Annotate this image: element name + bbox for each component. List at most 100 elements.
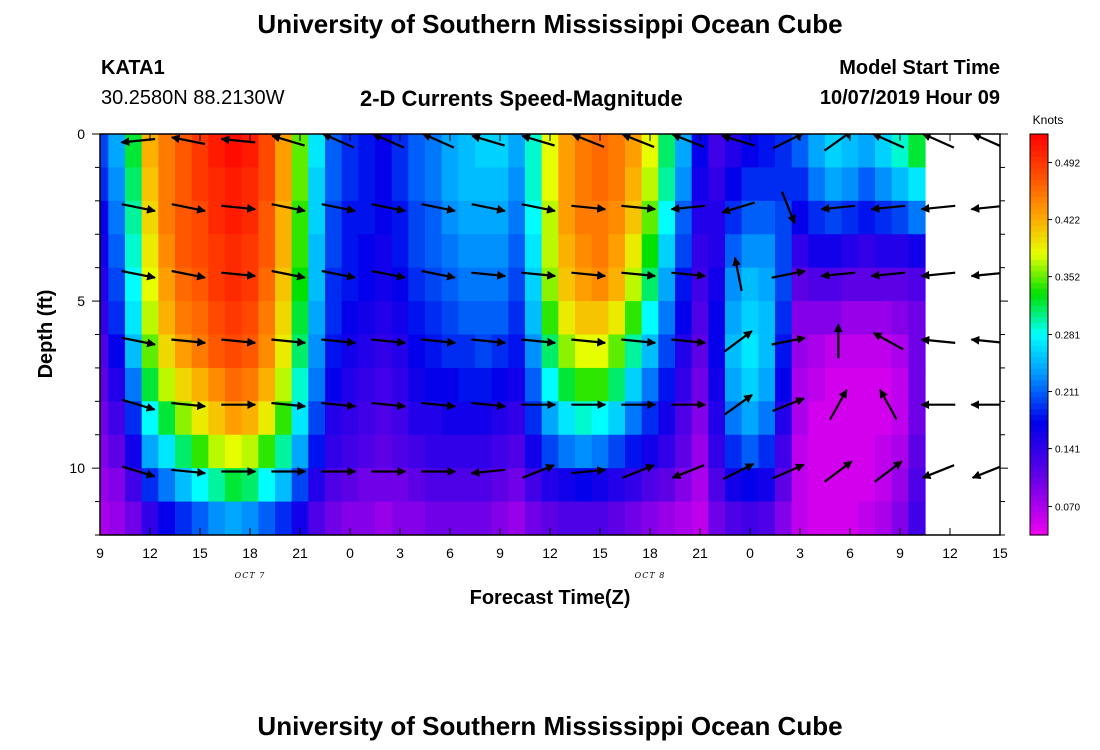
speed-cell [608, 434, 626, 469]
speed-cell [358, 367, 376, 402]
speed-cell [341, 234, 359, 269]
speed-cell [791, 434, 809, 469]
colorbar-segment [1030, 506, 1048, 513]
speed-cell [575, 334, 593, 369]
speed-cell [375, 167, 393, 202]
speed-cell [391, 367, 409, 402]
speed-cell [658, 434, 676, 469]
speed-cell [641, 167, 659, 202]
current-arrow [723, 393, 753, 416]
speed-cell [275, 200, 293, 235]
speed-cell [225, 167, 243, 202]
speed-cell [525, 301, 543, 336]
speed-cell [158, 134, 176, 169]
current-arrow [521, 270, 557, 280]
current-arrow [121, 336, 156, 348]
speed-cell [558, 134, 576, 169]
colorbar-segment [1030, 162, 1048, 169]
speed-cell [875, 468, 893, 503]
colorbar-segment [1030, 191, 1048, 198]
colorbar-segment [1030, 242, 1048, 250]
x-tick-label: 21 [292, 545, 308, 561]
speed-cell [691, 468, 709, 503]
current-arrow [521, 134, 555, 147]
speed-cell [325, 267, 343, 302]
speed-cell [591, 434, 609, 469]
speed-cell [725, 167, 743, 202]
colorbar-segment [1030, 168, 1048, 175]
speed-cell [575, 367, 593, 402]
y-tick-label: 5 [77, 293, 85, 309]
speed-cell [100, 234, 109, 269]
colorbar-segment [1030, 420, 1048, 427]
colorbar-tick-label: 0.352 [1055, 273, 1080, 284]
colorbar-segment [1030, 174, 1048, 181]
speed-cell [908, 401, 926, 436]
speed-cell [541, 367, 559, 402]
speed-cell [775, 301, 793, 336]
speed-cell [425, 167, 443, 202]
speed-cell [458, 200, 476, 235]
colorbar-segment [1030, 477, 1048, 485]
x-axis: 9 12 15 18 21 0 3 6 9 12 15 18 21 0 3 6 9 12 15 OCT 7 OCT 8 [96, 134, 1008, 580]
speed-cell [491, 501, 509, 535]
speed-cell [291, 468, 309, 503]
x-axis-label: Forecast Time(Z) [470, 587, 631, 609]
speed-cell [641, 468, 659, 503]
speed-cell [691, 200, 709, 235]
speed-cell [808, 234, 826, 269]
speed-cell [708, 200, 726, 235]
speed-cell [458, 434, 476, 469]
speed-cell [375, 200, 393, 235]
speed-cell [658, 367, 676, 402]
speed-cell [741, 501, 759, 535]
current-arrow [170, 134, 206, 146]
speed-cell [391, 301, 409, 336]
speed-cell [158, 234, 176, 269]
speed-cell [258, 334, 276, 369]
speed-cell [191, 501, 209, 535]
colorbar-segment [1030, 311, 1048, 318]
current-arrow [271, 401, 307, 410]
speed-cell [458, 334, 476, 369]
speed-cell [658, 134, 676, 169]
speed-cell [358, 334, 376, 369]
x-tick-label: 0 [346, 545, 354, 561]
speed-cell [558, 334, 576, 369]
speed-cell [891, 434, 909, 469]
colorbar-tick-label: 0.141 [1055, 445, 1080, 456]
speed-cell [225, 200, 243, 235]
speed-cell [125, 167, 143, 202]
speed-cell [608, 134, 626, 169]
speed-cell [125, 468, 143, 503]
speed-cell [725, 501, 743, 535]
speed-cell [225, 468, 243, 503]
speed-cell [541, 301, 559, 336]
speed-cell [475, 434, 493, 469]
speed-cell [708, 334, 726, 369]
speed-cell [508, 134, 526, 169]
speed-cell [908, 267, 926, 302]
speed-cell [775, 267, 793, 302]
current-arrow [471, 401, 507, 410]
speed-cell [458, 301, 476, 336]
speed-cell [325, 167, 343, 202]
speed-cell [758, 367, 776, 402]
speed-cell [108, 501, 126, 535]
speed-cell [725, 401, 743, 436]
speed-cell [641, 501, 659, 535]
speed-cell [208, 301, 226, 336]
speed-cell [258, 200, 276, 235]
speed-cell [675, 267, 693, 302]
speed-cell [458, 267, 476, 302]
speed-cell [141, 267, 159, 302]
colorbar-segment [1030, 397, 1048, 404]
speed-cell [100, 301, 109, 336]
speed-cell [591, 267, 609, 302]
colorbar-unit-label: Knots [1033, 113, 1064, 127]
speed-cell [658, 234, 676, 269]
current-arrow [471, 270, 507, 280]
colorbar-tick-label: 0.211 [1055, 388, 1080, 399]
y-axis-label: Depth (ft) [35, 290, 57, 379]
current-arrow [829, 389, 848, 421]
